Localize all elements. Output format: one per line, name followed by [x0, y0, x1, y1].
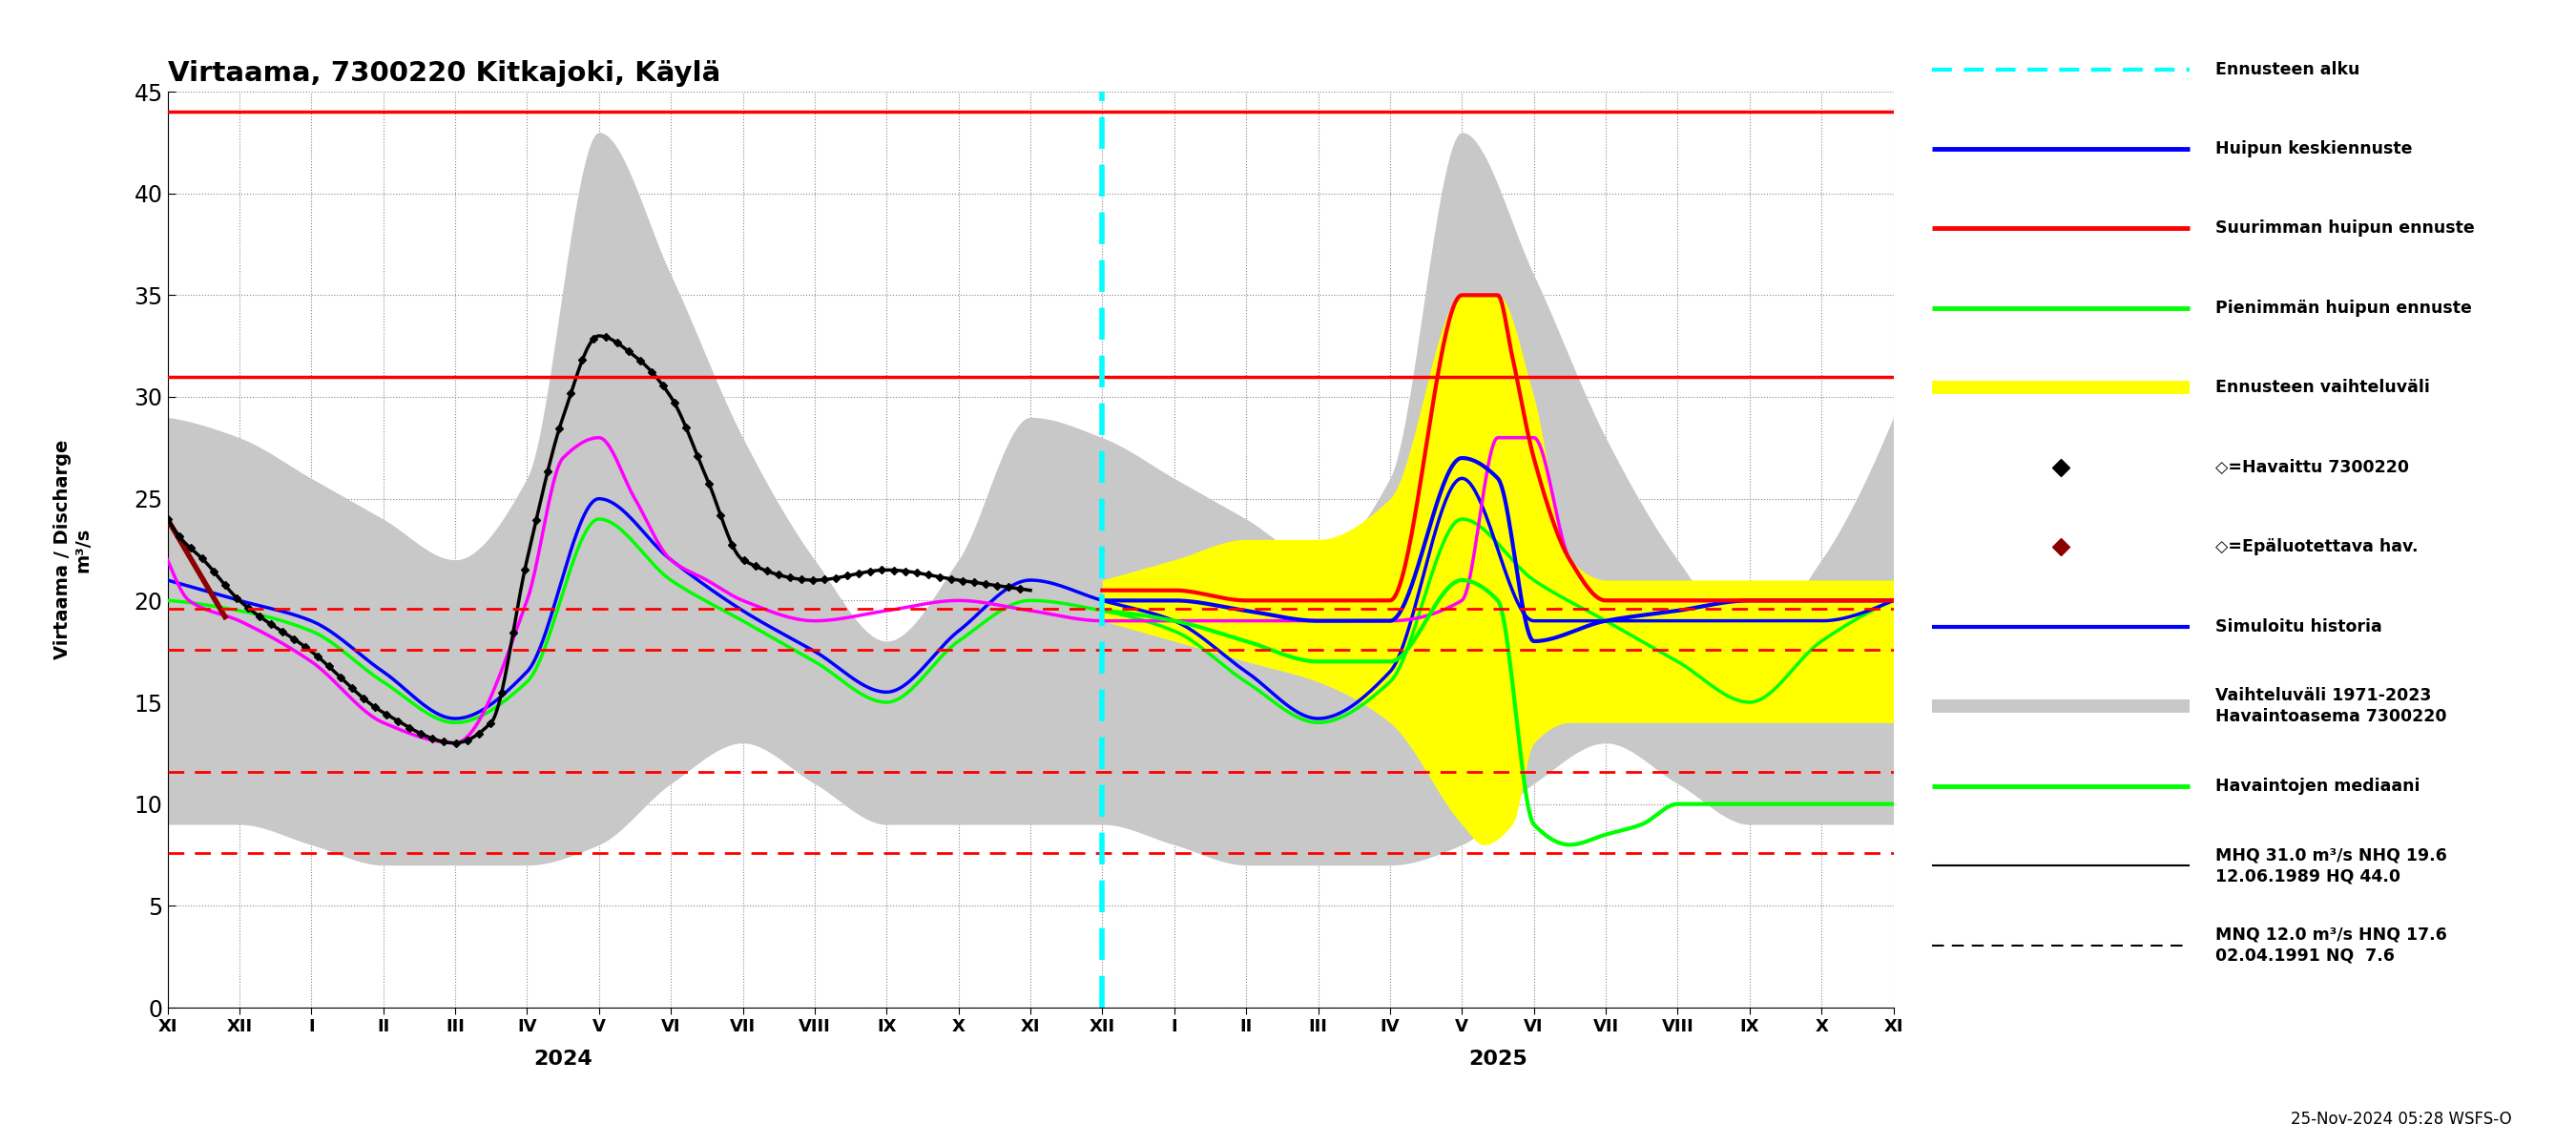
- Text: ◇=Epäluotettava hav.: ◇=Epäluotettava hav.: [2215, 538, 2419, 555]
- Text: Huipun keskiennuste: Huipun keskiennuste: [2215, 140, 2411, 157]
- Text: Pienimmän huipun ennuste: Pienimmän huipun ennuste: [2215, 300, 2473, 317]
- Text: 2025: 2025: [1468, 1050, 1528, 1069]
- Text: ◇=Havaittu 7300220: ◇=Havaittu 7300220: [2215, 459, 2409, 476]
- Text: 2024: 2024: [533, 1050, 592, 1069]
- Text: Suurimman huipun ennuste: Suurimman huipun ennuste: [2215, 220, 2476, 237]
- Text: MHQ 31.0 m³/s NHQ 19.6
12.06.1989 HQ 44.0: MHQ 31.0 m³/s NHQ 19.6 12.06.1989 HQ 44.…: [2215, 846, 2447, 885]
- Text: Virtaama / Discharge
m³/s: Virtaama / Discharge m³/s: [54, 440, 93, 660]
- Text: Havaintojen mediaani: Havaintojen mediaani: [2215, 777, 2419, 795]
- Text: MNQ 12.0 m³/s HNQ 17.6
02.04.1991 NQ  7.6: MNQ 12.0 m³/s HNQ 17.6 02.04.1991 NQ 7.6: [2215, 926, 2447, 964]
- Text: Ennusteen vaihteluväli: Ennusteen vaihteluväli: [2215, 379, 2429, 396]
- Text: 25-Nov-2024 05:28 WSFS-O: 25-Nov-2024 05:28 WSFS-O: [2290, 1111, 2512, 1128]
- Text: Simuloitu historia: Simuloitu historia: [2215, 618, 2383, 635]
- Text: Ennusteen alku: Ennusteen alku: [2215, 61, 2360, 78]
- Text: Virtaama, 7300220 Kitkajoki, Käylä: Virtaama, 7300220 Kitkajoki, Käylä: [167, 60, 721, 87]
- Text: Vaihteluväli 1971-2023
Havaintoasema 7300220: Vaihteluväli 1971-2023 Havaintoasema 730…: [2215, 687, 2447, 726]
